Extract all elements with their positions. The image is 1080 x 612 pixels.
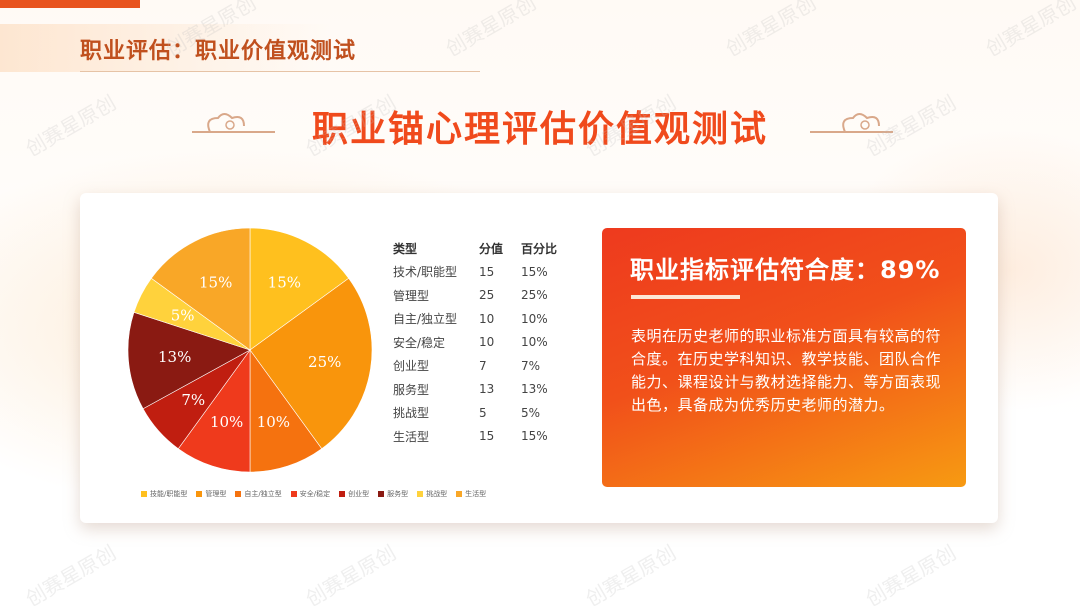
table-cell: 10 [479,335,495,350]
legend-label: 挑战型 [426,490,448,498]
legend-item: 创业型 [339,489,369,499]
table-header-percent: 百分比 [521,242,558,256]
pie-slice [249,277,373,450]
summary-description: 表明在历史老师的职业标准方面具有较高的符合度。在历史学科知识、教学技能、团队合作… [631,327,942,414]
legend-item: 服务型 [378,489,408,499]
top-accent-bar [0,0,140,8]
cloud-ornament-left-icon [192,113,275,133]
table-cell: 7 [479,358,487,373]
table-cell: 25 [479,288,495,303]
pie-data-label: 5% [171,307,195,325]
legend-label: 服务型 [387,490,409,498]
table-row: 服务型 13 13% [393,378,571,402]
legend-item: 生活型 [456,489,486,499]
table-row: 自主/独立型 10 10% [393,307,571,331]
table-row: 管理型 25 25% [393,284,571,308]
table-cell: 7% [521,358,541,373]
table-cell: 15 [479,429,495,444]
table-cell: 服务型 [393,382,430,397]
legend-swatch [417,491,424,497]
table-cell: 5% [521,405,541,420]
table-cell: 10% [521,311,548,326]
table-row: 挑战型 5 5% [393,401,571,425]
header-band [0,24,330,72]
table-cell: 生活型 [393,429,430,444]
legend-item: 安全/稳定 [290,489,331,499]
pie-data-label: 15% [268,274,301,292]
main-title: 职业锚心理评估价值观测试 [311,109,768,150]
table-header-score: 分值 [479,242,504,256]
legend-item: 挑战型 [417,489,447,499]
table-cell: 5 [479,405,487,420]
legend-swatch [141,491,147,497]
legend-item: 管理型 [196,489,226,499]
legend-label: 技能/职能型 [150,490,188,498]
legend-label: 生活型 [465,490,487,498]
legend-swatch [235,491,242,497]
table-cell: 13 [479,382,495,397]
pie-slice [127,311,251,410]
table-cell: 挑战型 [393,406,430,421]
legend-label: 安全/稳定 [299,490,331,498]
table-cell: 10% [521,335,548,350]
table-cell: 15% [521,429,548,444]
table-cell: 15% [521,264,548,279]
pie-data-label: 10% [257,413,290,431]
page-header-title: 职业评估：职业价值观测试 [80,39,357,64]
table-cell: 技术/职能型 [393,265,458,280]
legend-swatch [339,491,346,497]
pie-slice [177,349,251,473]
table-row: 创业型 7 7% [393,354,571,378]
table-cell: 自主/独立型 [393,312,458,327]
table-cell: 管理型 [393,288,430,303]
legend-label: 管理型 [205,490,227,498]
table-cell: 25% [521,288,548,303]
table-cell: 15 [479,264,495,279]
chart-legend: 技能/职能型 管理型 自主/独立型 安全/稳定 创业型 服务型 挑战型 生活型 [141,489,486,499]
table-row: 技术/职能型 15 15% [393,260,571,284]
table-cell: 安全/稳定 [393,335,446,350]
pie-data-label: 25% [308,353,341,371]
score-underline [631,295,740,299]
pie-slice [249,349,323,473]
legend-item: 技能/职能型 [141,489,187,499]
table-header-row: 类型 分值 百分比 [393,237,571,260]
pie-data-label: 7% [181,391,205,409]
legend-swatch [378,491,385,497]
table-cell: 13% [521,382,548,397]
legend-label: 自主/独立型 [244,490,282,498]
table-header-type: 类型 [393,242,418,256]
header-divider [80,71,480,72]
legend-item: 自主/独立型 [235,489,282,499]
fit-score-title: 职业指标评估符合度：89% [630,256,941,284]
legend-swatch [456,491,463,497]
legend-swatch [196,491,203,497]
pie-slice [150,227,251,351]
table-cell: 创业型 [393,359,430,374]
table-row: 生活型 15 15% [393,425,571,449]
legend-swatch [290,491,297,497]
legend-label: 创业型 [348,490,370,498]
summary-card [602,228,966,487]
table-row: 安全/稳定 10 10% [393,331,571,355]
pie-data-label: 15% [199,274,232,292]
table-cell: 10 [479,311,495,326]
cloud-ornament-right-icon [810,113,893,133]
pie-data-label: 13% [158,348,191,366]
pie-data-label: 10% [210,413,243,431]
pie-chart: 15%25%10%10%7%13%5%15% [127,227,373,473]
data-table: 类型 分值 百分比 技术/职能型 15 15% 管理型 25 25% 自主/独立型 10 1… [393,237,571,448]
pie-slice [249,227,350,351]
